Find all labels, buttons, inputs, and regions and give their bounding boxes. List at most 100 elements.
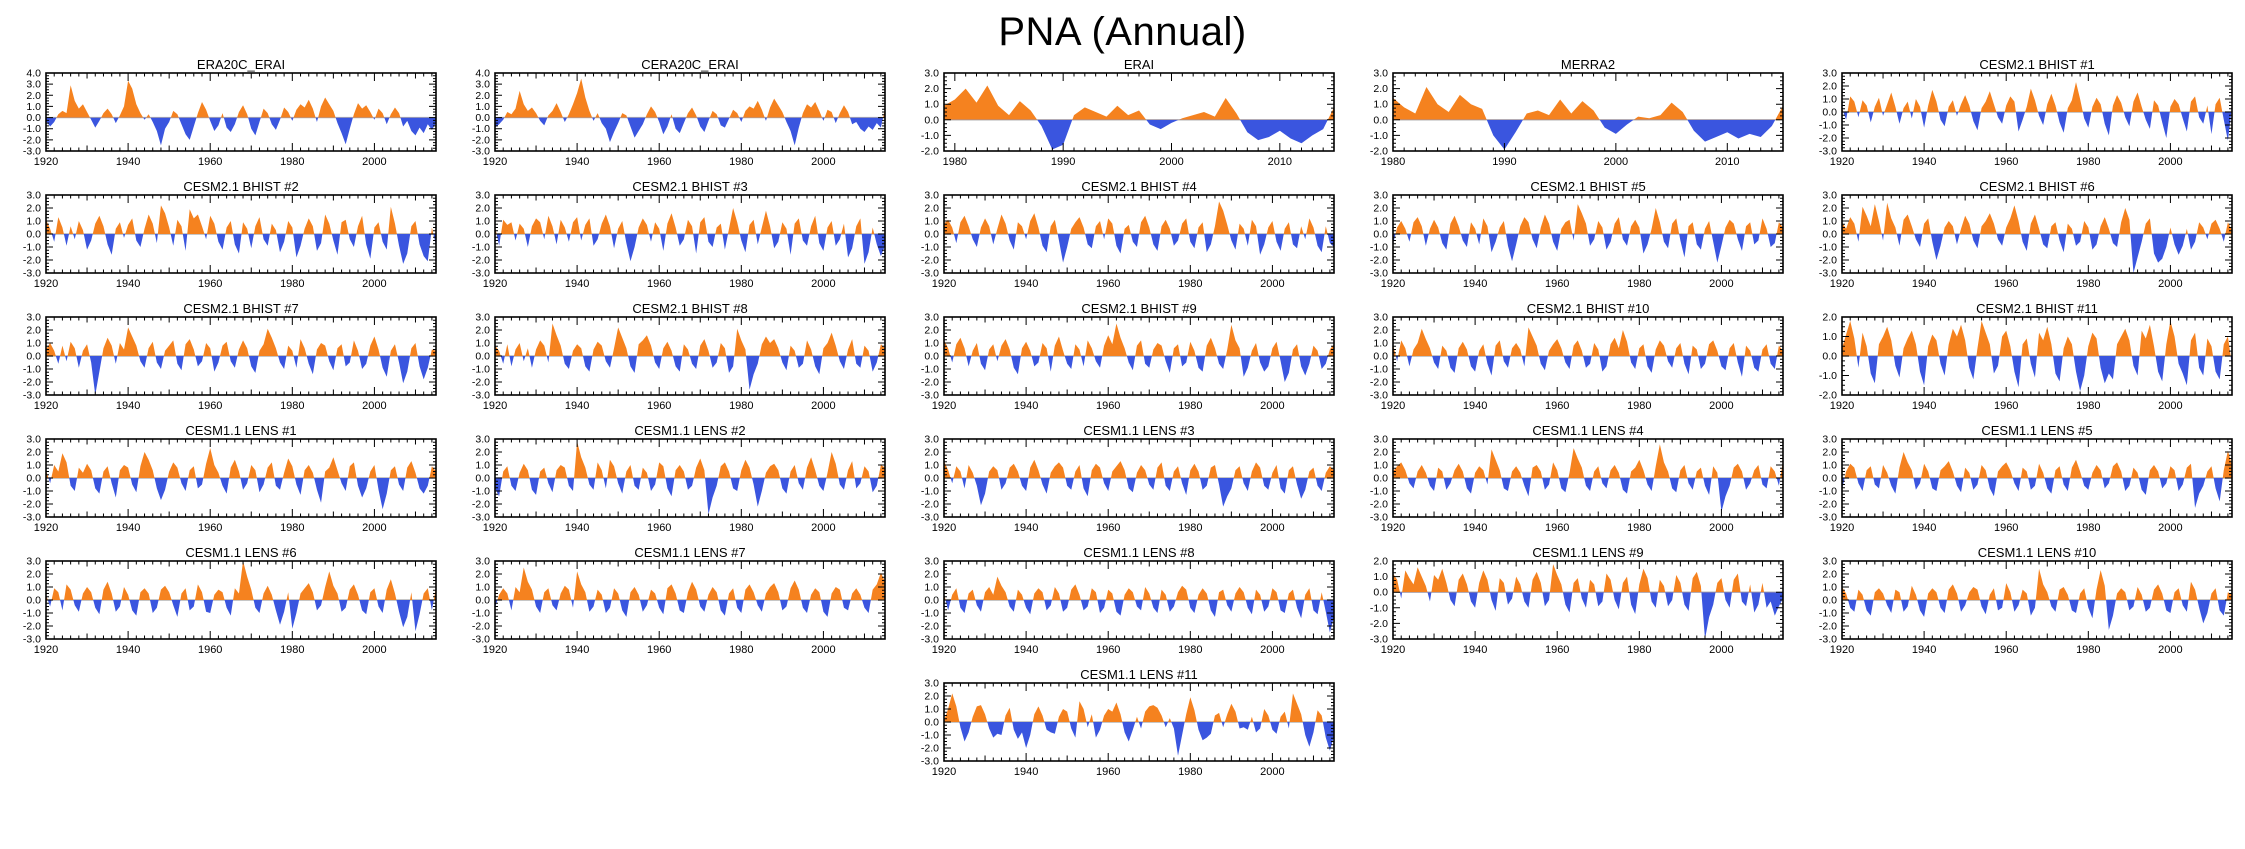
x-tick-label: 1980 [729,156,753,168]
y-tick-label: -2.0 [1370,255,1388,267]
y-tick-label: -1.0 [921,364,939,376]
y-tick-label: 1.0 [1822,94,1837,106]
x-tick-label: 1960 [1994,400,2018,412]
panel-title: CESM1.1 LENS #2 [634,425,745,438]
y-tick-label: 2.0 [26,569,41,581]
x-tick-label: 1920 [483,400,507,412]
positive-anomaly-area [944,85,1334,120]
x-axis-ticks [45,73,433,151]
y-tick-label: -3.0 [921,756,939,768]
x-tick-label: 1940 [565,522,589,534]
y-tick-label: 2.0 [924,569,939,581]
x-tick-label: 1990 [1492,156,1516,168]
y-tick-label: -1.0 [23,486,41,498]
y-tick-label: 2.0 [924,447,939,459]
x-tick-label: 1980 [1627,278,1651,290]
plot-frame [1841,316,2233,396]
panel-title: CESM2.1 BHIST #10 [1527,303,1650,316]
x-tick-label: 2000 [811,644,835,656]
x-tick-label: 1960 [1096,522,1120,534]
x-tick-label: 1940 [1463,400,1487,412]
panel-title: CESM1.1 LENS #6 [185,547,296,560]
y-tick-label: 2.0 [924,691,939,703]
x-tick-label: 1980 [1627,522,1651,534]
x-tick-label: 1960 [198,278,222,290]
x-tick-label: 1960 [647,400,671,412]
x-tick-label: 1960 [1096,766,1120,778]
y-tick-label: -2.0 [23,134,41,146]
y-tick-label: -2.0 [921,499,939,511]
y-tick-label: 0.0 [1822,229,1837,241]
x-tick-label: 1940 [565,644,589,656]
panel-title: CESM2.1 BHIST #4 [1081,181,1196,194]
x-tick-label: 1960 [647,278,671,290]
y-tick-label: -3.0 [23,268,41,280]
x-tick-label: 1980 [1627,400,1651,412]
positive-anomaly-area [1393,327,1783,356]
negative-anomaly-area [944,356,1334,382]
y-tick-label: 1.0 [26,460,41,472]
y-tick-label: 2.0 [1822,203,1837,215]
panel-title: CESM2.1 BHIST #2 [183,181,298,194]
panel-cesm2-1-bhist-3: CESM2.1 BHIST #3 -3.0-2.0-1.00.01.02.03.0… [472,181,886,290]
x-tick-label: 1960 [1096,278,1120,290]
y-tick-label: 3.0 [924,556,939,568]
x-tick-label: 1940 [1014,278,1038,290]
plot-frame [1841,72,2233,152]
x-tick-label: 1920 [34,278,58,290]
y-tick-label: -2.0 [472,134,490,146]
panel-title: CESM1.1 LENS #1 [185,425,296,438]
negative-anomaly-area [495,600,885,617]
y-tick-label: 0.0 [475,351,490,363]
y-tick-label: -1.0 [472,364,490,376]
chart-panel-cesm2-1-bhist-5: CESM2.1 BHIST #5 -3.0 -2.0 -1.0 0.0 1.0 2.0 3.0… [1347,181,1796,302]
chart-panel-cesm2-1-bhist-6: CESM2.1 BHIST #6 -3.0 -2.0 -1.0 0.0 1.0 2.0 3.0… [1796,181,2245,302]
x-tick-label: 1980 [729,400,753,412]
x-tick-label: 2000 [2158,522,2182,534]
x-tick-label: 2000 [1159,156,1183,168]
x-tick-label: 1920 [932,766,956,778]
x-tick-label: 1940 [1463,644,1487,656]
x-tick-label: 1940 [116,400,140,412]
y-tick-label: 3.0 [924,434,939,446]
x-tick-label: 1920 [1830,156,1854,168]
x-tick-label: 1960 [647,644,671,656]
x-tick-label: 1980 [1178,766,1202,778]
y-tick-label: 1.0 [26,216,41,228]
x-tick-label: 1920 [1830,522,1854,534]
x-tick-label: 2000 [1260,400,1284,412]
y-tick-label: 0.0 [26,351,41,363]
positive-anomaly-area [1393,204,1783,234]
panel-cesm1-1-lens-1: CESM1.1 LENS #1 -3.0-2.0-1.00.01.02.03.0 1… [23,425,437,534]
x-tick-label: 1960 [647,522,671,534]
x-tick-label: 2000 [1260,644,1284,656]
x-tick-label: 1960 [1994,156,2018,168]
y-tick-label: 1.0 [26,101,41,113]
y-tick-label: -2.0 [921,621,939,633]
panel-cesm2-1-bhist-10: CESM2.1 BHIST #10 -3.0-2.0-1.00.01.02.03.… [1370,303,1784,412]
chart-panel-cesm2-1-bhist-3: CESM2.1 BHIST #3 -3.0 -2.0 -1.0 0.0 1.0 2.0 3.0… [449,181,898,302]
y-tick-label: -1.0 [921,486,939,498]
positive-anomaly-area [944,576,1334,600]
plot-frame [943,438,1335,518]
x-tick-label: 2000 [362,644,386,656]
panel-cesm2-1-bhist-2: CESM2.1 BHIST #2 -3.0-2.0-1.00.01.02.03.0… [23,181,437,290]
x-tick-label: 1960 [198,522,222,534]
y-tick-label: 3.0 [1822,68,1837,80]
negative-anomaly-area [46,234,436,264]
positive-anomaly-area [1842,568,2232,600]
panel-cesm1-1-lens-3: CESM1.1 LENS #3 -3.0-2.0-1.00.01.02.03.0 1… [921,425,1335,534]
y-tick-label: 1.0 [1373,571,1388,583]
x-tick-label: 1920 [932,644,956,656]
x-tick-label: 1980 [2076,644,2100,656]
panel-cesm1-1-lens-7: CESM1.1 LENS #7 -3.0-2.0-1.00.01.02.03.0 1… [472,547,886,656]
panel-cesm2-1-bhist-7: CESM2.1 BHIST #7 -3.0-2.0-1.00.01.02.03.0… [23,303,437,412]
x-tick-label: 1920 [483,278,507,290]
x-tick-label: 2000 [811,156,835,168]
y-tick-label: -1.0 [1370,602,1388,614]
plot-frame [1392,316,1784,396]
plot-frame [494,72,886,152]
y-tick-label: 2.0 [26,325,41,337]
y-tick-label: 1.0 [924,99,939,111]
y-tick-label: -2.0 [921,255,939,267]
